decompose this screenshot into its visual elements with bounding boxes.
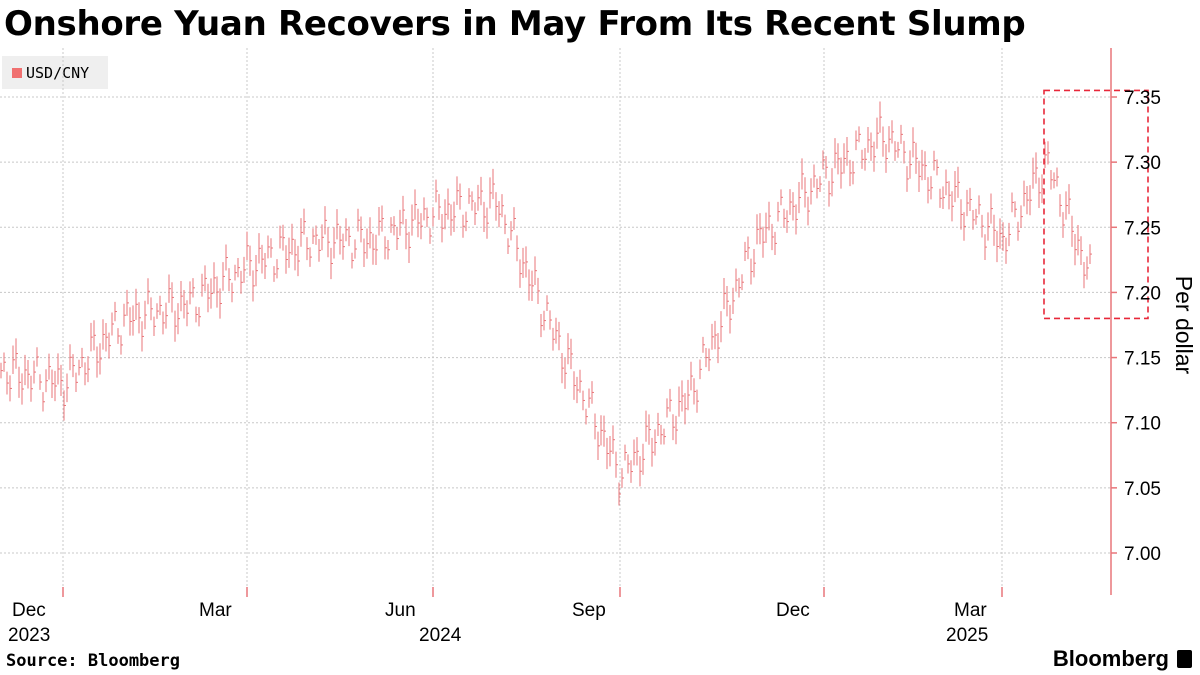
highlight-box — [1043, 89, 1149, 320]
y-axis: 7.00 7.05 7.10 7.15 7.20 7.25 7.30 7.35 — [1110, 48, 1161, 595]
x-tick-label: Sep — [572, 600, 606, 621]
y-tick-label: 7.10 — [1124, 414, 1161, 435]
y-tick-label: 7.30 — [1124, 153, 1161, 174]
y-tick-label: 7.15 — [1124, 349, 1161, 370]
legend: USD/CNY — [2, 56, 108, 89]
y-axis-label: Per dollar — [1171, 276, 1197, 375]
y-tick-label: 7.00 — [1124, 544, 1161, 565]
y-tick-label: 7.20 — [1124, 283, 1161, 304]
x-tick-label: Mar — [199, 600, 232, 621]
series-usd-cny — [0, 101, 1092, 506]
y-tick-label: 7.35 — [1124, 88, 1161, 109]
legend-swatch — [12, 67, 22, 78]
y-tick-label: 7.25 — [1124, 218, 1161, 239]
x-tick-year: 2023 — [8, 625, 50, 646]
x-tick-label: Dec — [12, 600, 46, 621]
x-tick-year: 2024 — [419, 625, 462, 646]
y-tick-label: 7.05 — [1124, 479, 1161, 500]
x-tick-label: Jun — [385, 600, 416, 621]
x-tick-label: Dec — [776, 600, 810, 621]
chart-title: Onshore Yuan Recovers in May From Its Re… — [4, 4, 1026, 44]
x-tick-label: Mar — [954, 600, 987, 621]
bloomberg-icon — [1177, 650, 1192, 668]
legend-label: USD/CNY — [26, 63, 90, 82]
source-note: Source: Bloomberg — [6, 651, 180, 671]
x-tick-year: 2025 — [946, 625, 988, 646]
brand-logo: Bloomberg — [1053, 646, 1192, 672]
brand-name: Bloomberg — [1052, 646, 1169, 671]
